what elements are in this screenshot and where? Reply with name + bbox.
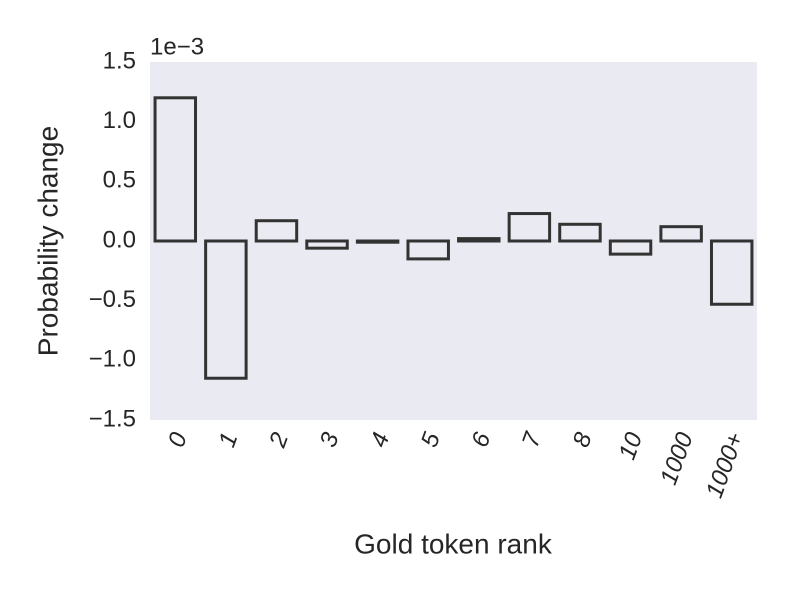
y-tick-label: 0.0: [103, 226, 136, 253]
x-tick-label: 0: [163, 428, 193, 450]
bar: [608, 239, 653, 256]
x-tick-label: 1: [214, 429, 244, 451]
y-axis-label: Probability change: [32, 126, 63, 356]
x-tick-label: 4: [365, 429, 395, 451]
y-tick-label: −1.0: [89, 346, 136, 373]
bar: [254, 219, 299, 243]
x-tick-label: 8: [568, 428, 598, 450]
y-tick-label: 0.5: [103, 167, 136, 194]
x-tick-label: 3: [315, 428, 345, 450]
y-tick-label: 1.0: [103, 107, 136, 134]
bar: [305, 239, 349, 250]
x-tick-label: 1000+: [701, 429, 749, 502]
bar: [558, 222, 602, 243]
bar: [507, 212, 552, 243]
x-tick-label: 7: [517, 427, 548, 450]
y-tick-label: −0.5: [89, 286, 136, 313]
y-tick-label: 1.5: [103, 47, 136, 74]
bar: [406, 239, 450, 261]
offset-label: 1e−3: [150, 33, 204, 60]
bar: [355, 239, 400, 244]
plot-area: [150, 62, 757, 420]
bar: [457, 237, 501, 243]
x-tick-label: 10: [614, 428, 649, 463]
bar: [204, 239, 248, 380]
bar: [659, 225, 703, 243]
y-tick-label: −1.5: [89, 405, 136, 432]
bar: [709, 239, 754, 306]
x-tick-label: 6: [466, 428, 496, 450]
x-tick-label: 5: [416, 428, 446, 450]
x-tick-label: 1000: [655, 428, 699, 488]
x-tick-label: 2: [264, 429, 294, 452]
bar: [153, 96, 198, 243]
x-axis-label: Gold token rank: [354, 528, 553, 559]
